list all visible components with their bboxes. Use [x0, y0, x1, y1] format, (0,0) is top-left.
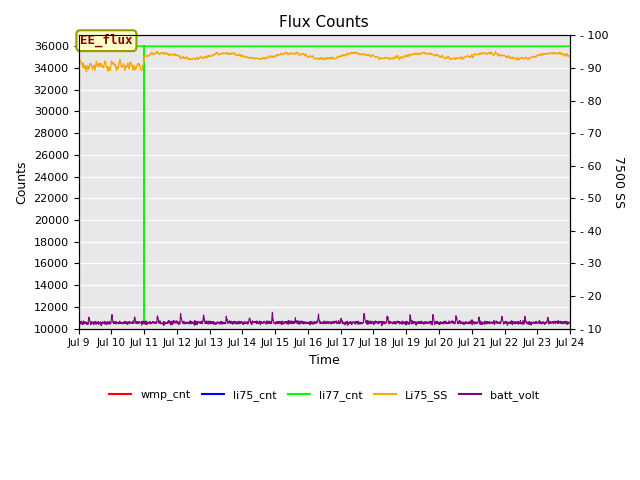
Y-axis label: 7500 SS: 7500 SS — [612, 156, 625, 208]
Y-axis label: Counts: Counts — [15, 160, 28, 204]
Text: EE_flux: EE_flux — [80, 34, 132, 48]
Title: Flux Counts: Flux Counts — [280, 15, 369, 30]
X-axis label: Time: Time — [309, 354, 340, 367]
Legend: wmp_cnt, li75_cnt, li77_cnt, Li75_SS, batt_volt: wmp_cnt, li75_cnt, li77_cnt, Li75_SS, ba… — [105, 385, 544, 405]
